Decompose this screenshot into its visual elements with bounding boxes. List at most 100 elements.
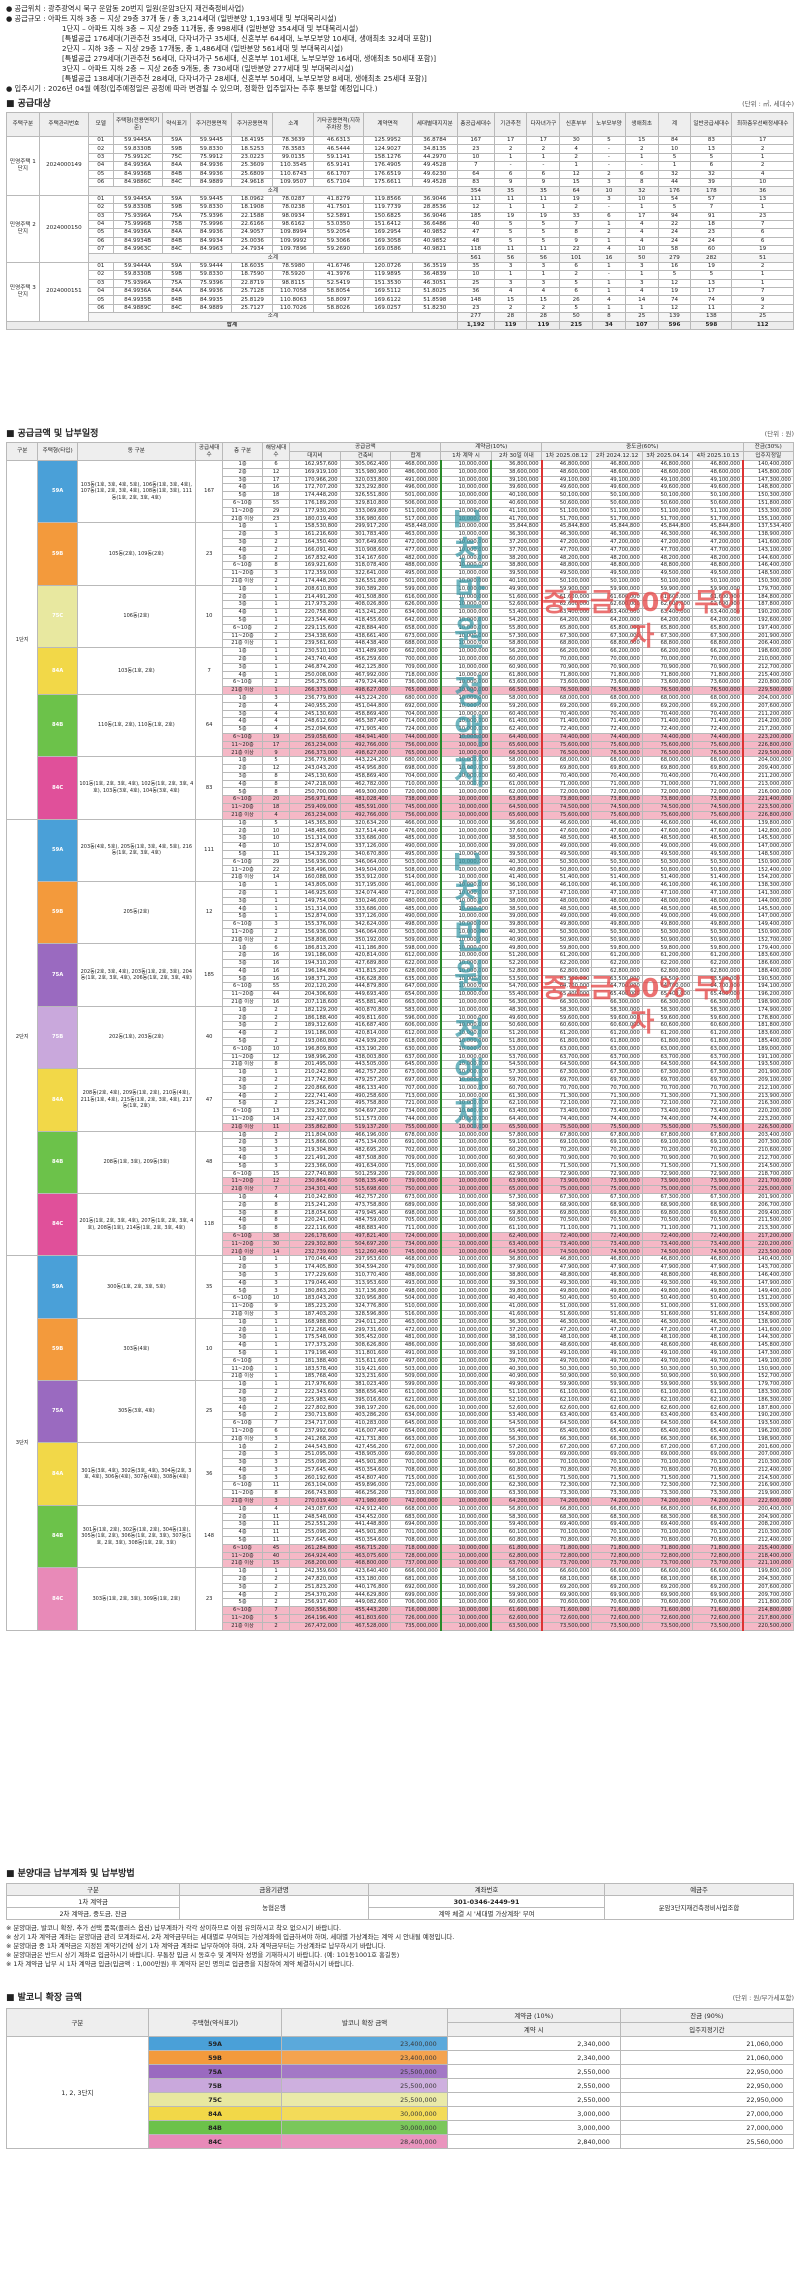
price-cell: 149,754,000	[289, 896, 341, 906]
price-cell: 509,000,000	[389, 1372, 442, 1382]
floor: 11~20층	[222, 1052, 263, 1062]
floor: 6~10층	[222, 920, 263, 929]
price-cell: 46,800,000	[692, 460, 745, 469]
price-row: 6~10층 3 181,388,400 315,611,600 497,000,000 1…	[7, 1356, 794, 1366]
price-cell: 388,656,400	[339, 1387, 391, 1397]
price-cell: 438,003,800	[339, 1052, 391, 1062]
price-cell: 10,000,000	[439, 1380, 493, 1389]
price-row: 21층 이상 2 174,448,200 326,551,800 501,000,000…	[7, 576, 794, 586]
price-cell: 423,640,400	[339, 1567, 391, 1576]
price-cell: 199,800,000	[742, 1567, 794, 1576]
price-cell: 46,800,000	[641, 460, 694, 469]
floor-count: 2	[261, 623, 291, 633]
price-cell: 65,400,000	[540, 990, 593, 999]
price-cell: 263,234,000	[289, 740, 341, 750]
price-row: 5층 11 154,329,200 340,670,800 495,000,000 10,…	[7, 849, 794, 859]
price-cell: 59,400,000	[490, 1520, 543, 1530]
price-cell: 10,000,000	[439, 576, 493, 586]
overview-line: [특별공급 138세대(기관추천 28세대, 다자녀가구 28세대, 신혼부부 …	[62, 74, 427, 83]
floor: 6~10층	[222, 982, 263, 992]
price-cell: 73,400,000	[591, 1239, 643, 1249]
cell: 1	[624, 270, 659, 280]
table-row: 05 84.9935B 84B 84.9935 25.8129 110.8063 58.80…	[7, 295, 794, 305]
price-cell: 204,900,000	[742, 1512, 794, 1522]
table-row: 02 59.8330B 59B 59.8330 18.7590 78.5920 41.397…	[7, 270, 794, 280]
cell: 119	[526, 320, 561, 331]
price-cell: 263,234,000	[289, 810, 341, 820]
floor: 21층 이상	[222, 514, 263, 524]
price-cell: 76,500,000	[591, 686, 643, 695]
payment-notes: ※ 분양대금, 발코니 확장, 추가 선택 품목(플러스 옵션) 납부계좌가 각…	[6, 1924, 794, 1969]
price-cell: 519,137,200	[339, 1122, 391, 1132]
floor-count: 3	[261, 1309, 291, 1319]
price-cell: 10,000,000	[439, 1107, 493, 1116]
price-cell: 204,000,000	[742, 756, 794, 766]
price-cell: 642,000,000	[389, 615, 442, 625]
price-cell: 68,000,000	[692, 756, 745, 766]
cell: 3	[493, 261, 528, 272]
price-cell: 628,000,000	[389, 966, 442, 976]
floor-count: 3	[261, 1356, 291, 1366]
price-cell: 72,000,000	[591, 787, 643, 797]
price-cell: 58,000,000	[490, 756, 543, 766]
price-cell: 10,000,000	[439, 1091, 493, 1101]
cell: 19	[731, 245, 794, 255]
price-cell: 40,100,000	[490, 491, 543, 500]
price-cell: 71,000,000	[641, 779, 694, 789]
price-row: 59B 205동(2호) 12 1층 1 143,805,000 317,195,000 46…	[7, 881, 794, 945]
table-row: 민영주택 1단지 2024000149 01 59.9445A 59A 59.9445 18…	[6, 135, 794, 196]
price-cell: 223,366,000	[289, 1161, 341, 1171]
col-header: 신혼부부	[559, 112, 594, 137]
price-cell: 226,800,000	[742, 810, 794, 820]
price-cell: 151,314,000	[289, 834, 341, 844]
price-cell: 711,000,000	[389, 1224, 442, 1233]
price-cell: 201,900,000	[742, 631, 794, 641]
price-cell: 315,980,900	[339, 467, 391, 477]
price-cell: 164,350,400	[289, 537, 341, 547]
price-cell: 467,992,000	[339, 670, 391, 680]
price-cell: 158,808,000	[289, 935, 341, 945]
cell: 84.9936	[190, 169, 233, 179]
price-cell: 64,500,000	[591, 1419, 643, 1428]
price-cell: 74,500,000	[591, 803, 643, 812]
price-cell: 65,400,000	[540, 1426, 593, 1436]
price-cell: 71,800,000	[692, 670, 745, 680]
price-cell: 183,300,000	[742, 1387, 794, 1397]
price-cell: 60,100,000	[490, 1528, 543, 1537]
col-group-header: 공급금액	[289, 442, 442, 452]
cell: 8	[624, 177, 659, 188]
price-cell: 196,200,000	[742, 990, 794, 999]
price-cell: 223,544,400	[289, 615, 341, 625]
price-cell: 72,800,000	[591, 1551, 643, 1561]
price-cell: 39,500,000	[490, 849, 543, 859]
price-cell: 329,810,800	[339, 498, 391, 508]
price-cell: 49,700,000	[641, 1356, 694, 1366]
balcony-amount: 25,500,000	[281, 2078, 448, 2093]
price-cell: 71,800,000	[692, 1543, 745, 1553]
cell: 23.0223	[231, 152, 274, 163]
floor-count: 4	[261, 725, 291, 734]
price-cell: 708,000,000	[389, 1535, 442, 1545]
price-row: 4층 16 172,707,200 323,292,800 496,000,000 10,…	[7, 483, 794, 493]
price-cell: 698,000,000	[389, 1208, 442, 1218]
price-cell: 38,500,000	[490, 834, 543, 844]
floor: 2층	[222, 1450, 263, 1459]
price-cell: 49,100,000	[591, 475, 643, 485]
cell: 25.0036	[231, 236, 274, 247]
price-cell: 73,400,000	[692, 1107, 745, 1116]
cell: 59.9444A	[112, 261, 163, 272]
floor: 5층	[222, 1473, 263, 1483]
floor-count: 5	[261, 818, 291, 828]
cell: 36	[731, 186, 794, 196]
price-cell: 179,700,000	[742, 1380, 794, 1389]
price-cell: 50,900,000	[540, 935, 593, 945]
table-row: 03 75.9396A 75A 75.9396 22.8719 98.8115 52.541…	[7, 278, 794, 289]
price-cell: 336,980,600	[339, 514, 391, 524]
floor-count: 10	[261, 1294, 291, 1304]
price-cell: 50,800,000	[641, 865, 694, 875]
price-cell: 59,800,000	[641, 943, 694, 953]
price-cell: 56,600,000	[490, 1567, 543, 1576]
cell: 1	[526, 152, 561, 163]
balcony-row: 75C 25,500,000 2,550,000 22,950,000	[7, 2092, 795, 2107]
price-cell: 69,800,000	[641, 764, 694, 773]
